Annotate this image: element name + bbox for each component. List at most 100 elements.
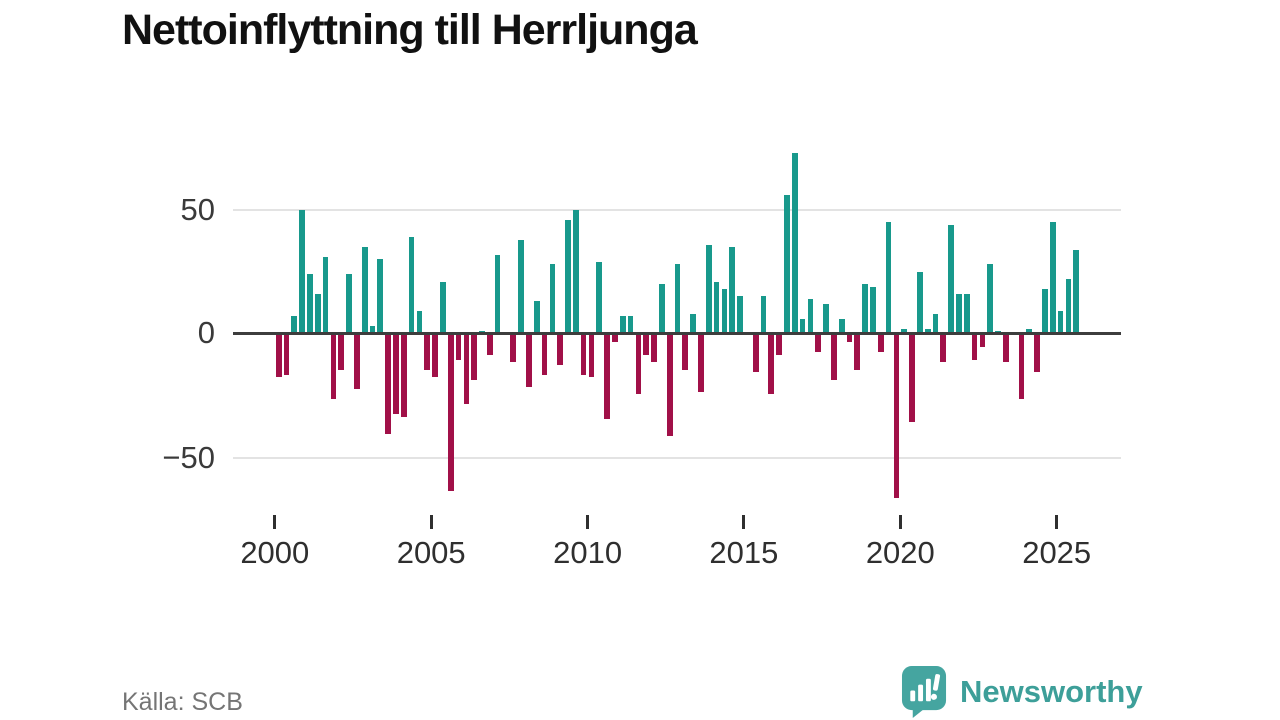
bar-2024q1 bbox=[1026, 328, 1033, 334]
bar-2009q3 bbox=[572, 210, 579, 334]
bar-2013q1 bbox=[682, 335, 689, 370]
bar-2002q1 bbox=[338, 335, 345, 370]
bar-2015q3 bbox=[760, 296, 767, 334]
bar-2004q3 bbox=[416, 311, 423, 334]
bar-2006q4 bbox=[486, 335, 493, 355]
bar-2022q2 bbox=[971, 335, 978, 360]
bar-2001q3 bbox=[322, 256, 329, 334]
bar-2015q2 bbox=[752, 335, 759, 373]
bar-2023q2 bbox=[1003, 335, 1009, 363]
bar-2009q2 bbox=[565, 219, 571, 334]
bar-2025q3 bbox=[1073, 249, 1080, 334]
bar-2024q2 bbox=[1034, 335, 1040, 373]
bar-2005q4 bbox=[455, 335, 462, 360]
y-axis-label-minus50: −50 bbox=[162, 440, 215, 475]
y-axis-label-0: 0 bbox=[197, 315, 215, 350]
bar-2021q1 bbox=[932, 313, 939, 334]
newsworthy-chart-bubble-icon bbox=[901, 666, 947, 718]
bar-2015q4 bbox=[768, 335, 775, 395]
bar-2008q3 bbox=[541, 335, 548, 375]
x-tick-2010 bbox=[586, 515, 590, 529]
bar-2006q1 bbox=[463, 335, 470, 405]
bar-2010q1 bbox=[588, 335, 595, 377]
newsworthy-logo: Newsworthy bbox=[901, 665, 1143, 719]
x-tick-2025 bbox=[1055, 515, 1059, 529]
bar-2008q1 bbox=[526, 335, 532, 387]
bar-2017q1 bbox=[807, 298, 814, 334]
newsworthy-logo-text: Newsworthy bbox=[960, 674, 1143, 709]
bar-2021q3 bbox=[948, 224, 954, 334]
bar-2020q2 bbox=[909, 335, 915, 422]
bar-2004q2 bbox=[408, 237, 415, 334]
x-axis-label-2005: 2005 bbox=[396, 535, 466, 570]
bar-2003q4 bbox=[393, 335, 399, 414]
bar-2023q4 bbox=[1018, 335, 1025, 400]
bar-2012q1 bbox=[651, 335, 657, 363]
bar-2018q3 bbox=[854, 335, 861, 370]
y-axis-label-50: 50 bbox=[180, 192, 215, 227]
bar-2024q4 bbox=[1049, 222, 1056, 334]
bar-2007q3 bbox=[510, 335, 517, 363]
bar-2006q2 bbox=[471, 335, 478, 380]
bar-2010q2 bbox=[596, 261, 603, 334]
bar-2000q4 bbox=[299, 210, 306, 334]
bar-2002q2 bbox=[346, 274, 352, 334]
bar-2009q4 bbox=[580, 335, 587, 375]
gridline-50 bbox=[233, 209, 1121, 211]
bar-2019q3 bbox=[885, 222, 892, 334]
bar-2019q1 bbox=[870, 286, 876, 334]
bar-2022q1 bbox=[963, 294, 970, 334]
x-axis-label-2025: 2025 bbox=[1022, 535, 1092, 570]
bar-2011q1 bbox=[619, 316, 626, 334]
bar-2005q1 bbox=[432, 335, 438, 377]
zero-axis-line bbox=[233, 332, 1121, 335]
bar-2014q4 bbox=[737, 296, 743, 334]
source-caption: Källa: SCB bbox=[122, 688, 243, 716]
bar-chart-plot-area: 2000 2005 2010 2015 2020 2025 bbox=[233, 140, 1121, 570]
bar-2019q2 bbox=[877, 335, 884, 353]
bar-2020q4 bbox=[924, 328, 931, 334]
bar-2003q3 bbox=[385, 335, 392, 434]
bar-2025q1 bbox=[1057, 311, 1064, 334]
bar-2001q4 bbox=[330, 335, 337, 400]
bar-2013q3 bbox=[698, 335, 704, 392]
bar-2020q3 bbox=[917, 271, 923, 334]
bar-2019q4 bbox=[893, 335, 900, 498]
x-axis-label-2010: 2010 bbox=[553, 535, 623, 570]
bar-2016q4 bbox=[799, 318, 806, 334]
bar-2001q1 bbox=[307, 274, 313, 334]
bar-2014q3 bbox=[729, 247, 736, 334]
bar-2014q1 bbox=[713, 281, 720, 334]
bar-2024q3 bbox=[1042, 289, 1048, 334]
bar-2001q2 bbox=[314, 294, 321, 334]
bar-2012q4 bbox=[674, 264, 681, 334]
bar-2007q4 bbox=[518, 239, 524, 334]
bar-2013q2 bbox=[690, 313, 696, 334]
bar-2017q2 bbox=[815, 335, 822, 353]
bar-2004q1 bbox=[400, 335, 407, 417]
bar-2018q1 bbox=[838, 318, 845, 334]
bar-2005q3 bbox=[447, 335, 454, 491]
bar-2017q3 bbox=[823, 303, 829, 334]
bar-2018q4 bbox=[862, 284, 868, 334]
x-tick-2015 bbox=[742, 515, 746, 529]
bar-2000q1 bbox=[275, 335, 282, 377]
bar-2010q4 bbox=[612, 335, 618, 343]
bar-2011q4 bbox=[643, 335, 650, 355]
bar-2005q2 bbox=[440, 281, 446, 334]
bar-2008q2 bbox=[533, 301, 540, 334]
bar-2016q2 bbox=[784, 195, 790, 334]
bar-2004q4 bbox=[424, 335, 431, 370]
bar-2003q1 bbox=[369, 326, 376, 334]
bar-2002q3 bbox=[354, 335, 360, 390]
bar-2020q1 bbox=[901, 328, 908, 334]
x-tick-2000 bbox=[273, 515, 277, 529]
bar-2009q1 bbox=[557, 335, 564, 365]
bar-2007q1 bbox=[494, 254, 501, 334]
bar-2012q3 bbox=[666, 335, 673, 437]
bar-2012q2 bbox=[658, 284, 665, 334]
x-axis-label-2015: 2015 bbox=[709, 535, 779, 570]
bar-2017q4 bbox=[830, 335, 837, 380]
bar-2013q4 bbox=[705, 244, 712, 334]
bar-2014q2 bbox=[721, 289, 728, 334]
